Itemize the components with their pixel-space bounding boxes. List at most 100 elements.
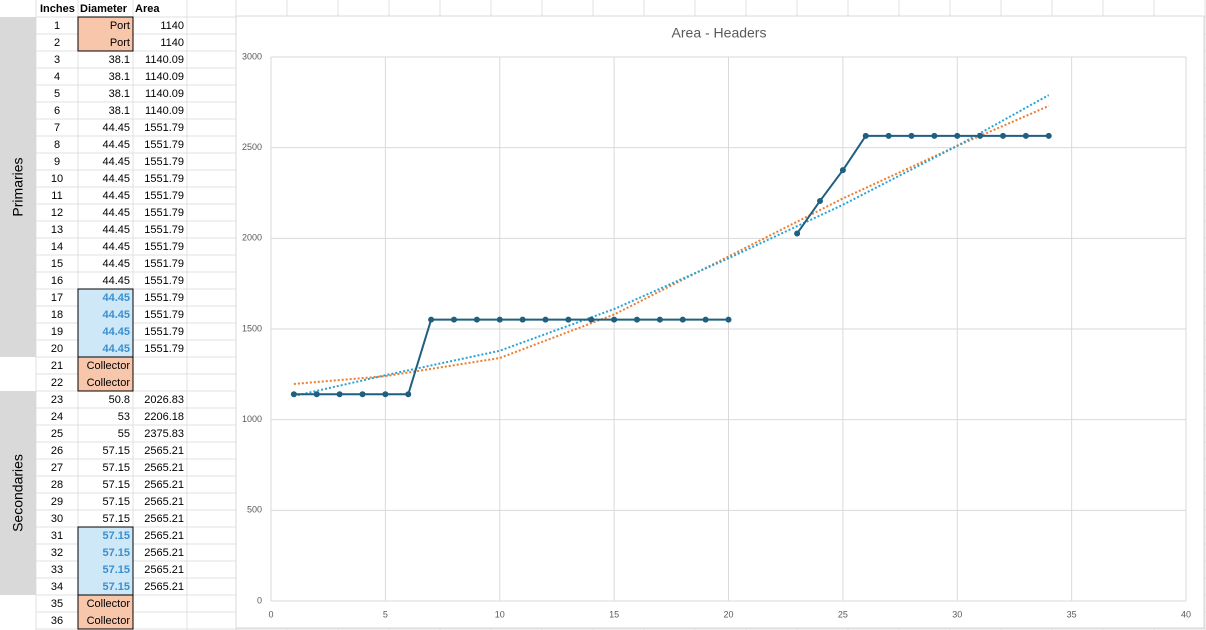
inches-cell: 3 (54, 54, 60, 66)
inches-cell: 28 (51, 479, 63, 491)
data-point (634, 316, 640, 323)
area-cell: 2565.21 (144, 496, 184, 508)
inches-cell: 15 (51, 258, 63, 270)
x-tick-label: 10 (495, 609, 505, 619)
diameter-cell: 44.45 (102, 241, 130, 253)
inches-cell: 32 (51, 547, 63, 559)
inches-cell: 12 (51, 207, 63, 219)
inches-cell: 10 (51, 173, 63, 185)
diameter-cell: 44.45 (102, 275, 130, 287)
area-cell: 1140.09 (145, 88, 184, 100)
area-cell: 1140.09 (145, 54, 184, 66)
diameter-cell: 38.1 (109, 88, 130, 100)
data-point (473, 316, 480, 323)
diameter-cell: 44.45 (102, 258, 130, 270)
data-point (336, 391, 343, 398)
diameter-cell: 44.45 (102, 139, 130, 151)
diameter-cell: 44.45 (102, 156, 130, 168)
area-cell: 1140.09 (145, 71, 184, 83)
area-cell: 1551.79 (144, 190, 184, 202)
diameter-cell: 38.1 (109, 105, 130, 117)
group-cell (0, 391, 36, 595)
diameter-cell: 44.45 (102, 190, 130, 202)
data-point (885, 132, 892, 139)
area-cell: 2375.83 (144, 428, 184, 440)
area-cell: 1140 (160, 20, 184, 32)
diameter-cell: 50.8 (109, 394, 130, 406)
data-point (451, 316, 457, 323)
data-point (519, 316, 526, 323)
y-tick-label: 3000 (242, 51, 262, 61)
diameter-cell: 57.15 (102, 564, 130, 576)
chart-area[interactable] (235, 15, 1205, 629)
diameter-cell: Collector (87, 377, 131, 389)
inches-cell: 19 (51, 326, 63, 338)
area-cell: 2026.83 (144, 394, 184, 406)
data-point (359, 391, 366, 398)
data-point (656, 316, 663, 323)
y-tick-label: 1500 (242, 323, 262, 333)
area-cell: 2565.21 (144, 462, 184, 474)
area-cell: 1551.79 (144, 224, 184, 236)
diameter-cell: 44.45 (102, 207, 130, 219)
inches-cell: 31 (51, 530, 63, 542)
data-point (313, 391, 320, 398)
area-cell: 1551.79 (144, 122, 184, 134)
x-tick-label: 20 (723, 609, 733, 619)
data-point (290, 391, 297, 398)
area-cell: 2565.21 (144, 479, 184, 491)
x-tick-label: 15 (609, 609, 619, 619)
diameter-cell: 44.45 (102, 173, 130, 185)
area-cell: 1140.09 (145, 105, 184, 117)
data-point (588, 316, 595, 323)
group-label: Secondaries (10, 454, 26, 532)
diameter-cell: Collector (87, 615, 131, 627)
inches-cell: 30 (51, 513, 63, 525)
data-point (611, 316, 618, 323)
column-header: Inches (40, 3, 75, 15)
area-cell: 1551.79 (144, 326, 184, 338)
area-cell: 2565.21 (144, 513, 184, 525)
inches-cell: 22 (51, 377, 63, 389)
inches-cell: 2 (54, 37, 60, 49)
diameter-cell: 57.15 (102, 530, 130, 542)
diameter-cell: 57.15 (102, 581, 130, 593)
area-cell: 2206.18 (144, 411, 184, 423)
y-tick-label: 2000 (242, 233, 262, 243)
data-point (817, 197, 823, 204)
diameter-cell: 53 (118, 411, 130, 423)
area-cell: 1140 (160, 37, 184, 49)
diameter-cell: 57.15 (102, 445, 130, 457)
data-point (977, 132, 984, 139)
chart-title: Area - Headers (672, 25, 767, 41)
trendline (293, 94, 1050, 398)
inches-cell: 5 (54, 88, 60, 100)
diameter-cell: 44.45 (102, 122, 130, 134)
diameter-cell: Collector (87, 598, 131, 610)
data-point (794, 230, 801, 237)
column-header: Area (135, 3, 160, 15)
inches-cell: 4 (54, 71, 60, 83)
data-point (496, 316, 503, 323)
area-cell: 2565.21 (144, 564, 184, 576)
area-cell: 2565.21 (144, 530, 184, 542)
inches-cell: 29 (51, 496, 63, 508)
inches-cell: 14 (51, 241, 63, 253)
x-tick-label: 25 (838, 609, 848, 619)
inches-cell: 34 (51, 581, 63, 593)
x-tick-label: 40 (1181, 609, 1191, 619)
inches-cell: 9 (54, 156, 60, 168)
x-tick-label: 0 (268, 609, 273, 619)
data-point (542, 316, 549, 323)
diameter-cell: 57.15 (102, 496, 130, 508)
data-point (931, 132, 938, 139)
diameter-cell: 44.45 (102, 292, 130, 304)
series-line (293, 134, 1049, 396)
data-point (679, 316, 686, 323)
area-cell: 1551.79 (144, 207, 184, 219)
y-tick-label: 0 (257, 595, 262, 605)
inches-cell: 13 (51, 224, 63, 236)
area-cell: 1551.79 (144, 292, 184, 304)
area-cell: 2565.21 (144, 445, 184, 457)
y-tick-label: 2500 (242, 142, 262, 152)
